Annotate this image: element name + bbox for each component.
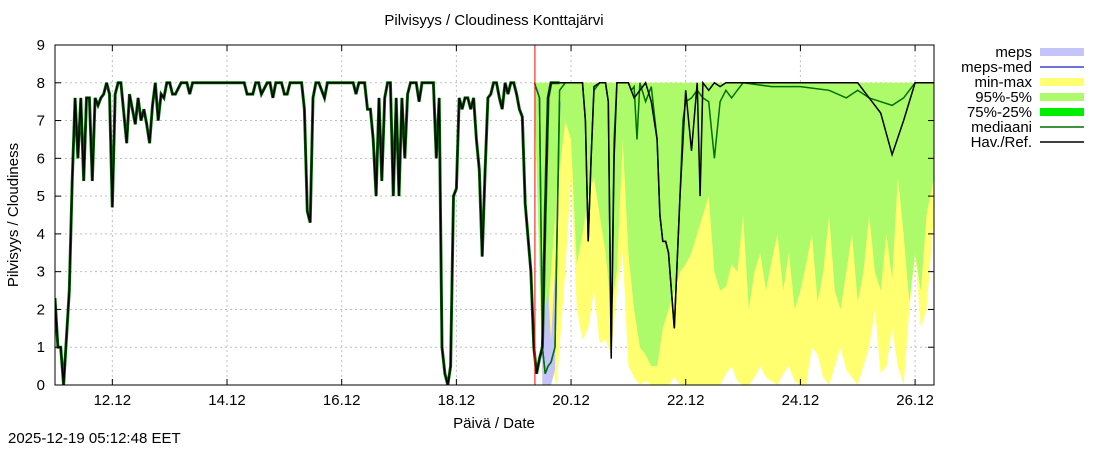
y-tick-label: 8 [37,75,45,92]
legend-label: meps-med [961,59,1032,76]
x-tick-label: 12.12 [94,392,132,409]
axes: 0 1 2 3 4 5 6 7 8 9 12.12 14.12 16.12 18.12 20.12 22.12… [37,37,935,409]
legend-label: Hav./Ref. [971,134,1032,151]
legend-swatch [1040,93,1084,101]
x-tick-label: 22.12 [667,392,705,409]
x-axis-label: Päivä / Date [453,415,535,432]
y-tick-label: 5 [37,188,45,205]
legend-swatch [1040,108,1084,116]
legend-label: 75%-25% [967,104,1032,121]
legend: mepsmeps-medmin-max95%-5%75%-25%mediaani… [961,44,1084,151]
x-tick-label: 20.12 [552,392,590,409]
legend-label: meps [995,44,1032,61]
plot-frame [54,44,935,386]
legend-swatch [1040,48,1084,56]
line-obs [55,82,560,385]
legend-label: min-max [974,74,1032,91]
legend-swatch [1040,78,1084,86]
legend-label: mediaani [971,119,1032,136]
y-tick-label: 4 [37,226,45,243]
y-tick-label: 7 [37,113,45,130]
chart-title: Pilvisyys / Cloudiness Konttajärvi [384,12,603,29]
y-tick-label: 1 [37,339,45,356]
x-tick-label: 14.12 [208,392,246,409]
legend-label: 95%-5% [975,89,1032,106]
x-tick-label: 26.12 [896,392,934,409]
y-tick-label: 6 [37,150,45,167]
y-tick-label: 3 [37,264,45,281]
x-tick-label: 18.12 [438,392,476,409]
y-tick-label: 0 [37,377,45,394]
band-95-5 [534,82,934,367]
y-tick-label: 2 [37,301,45,318]
x-tick-label: 16.12 [323,392,361,409]
timestamp: 2025-12-19 05:12:48 EET [8,430,181,447]
y-axis-label: Pilvisyys / Cloudiness [5,143,22,287]
y-tick-label: 9 [37,37,45,54]
band-meps [534,82,560,385]
line-obs-forecast [559,80,934,359]
x-tick-label: 24.12 [782,392,820,409]
plot-area [55,45,934,385]
